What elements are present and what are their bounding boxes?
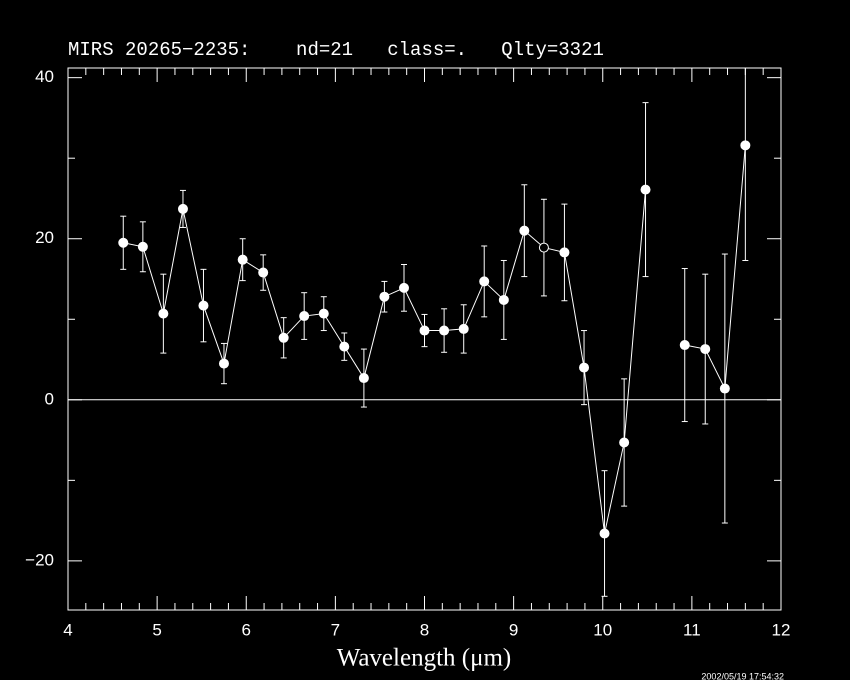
data-point	[439, 325, 450, 336]
data-point	[358, 373, 369, 384]
x-tick-label: 10	[593, 620, 612, 639]
y-tick-label: −20	[25, 550, 54, 569]
data-point	[339, 341, 350, 352]
data-point	[559, 247, 570, 258]
data-point	[299, 311, 310, 322]
x-tick-label: 4	[63, 620, 72, 639]
x-tick-label: 7	[331, 620, 340, 639]
data-point	[237, 254, 248, 265]
data-point	[158, 308, 169, 319]
data-point	[538, 242, 549, 253]
data-point	[619, 437, 630, 448]
data-point	[177, 203, 188, 214]
data-point	[479, 276, 490, 287]
data-point	[198, 300, 209, 311]
data-point	[599, 528, 610, 539]
x-axis-label: Wavelength (μm)	[337, 645, 512, 672]
plot-area	[118, 68, 751, 597]
data-point	[640, 184, 651, 195]
x-tick-label: 12	[772, 620, 791, 639]
data-point	[419, 325, 430, 336]
data-point	[379, 291, 390, 302]
x-tick-label: 9	[509, 620, 518, 639]
data-point	[218, 358, 229, 369]
data-point	[579, 362, 590, 373]
chart-title: MIRS 20265−2235: nd=21 class=. Qlty=3321	[68, 39, 604, 61]
data-point	[137, 241, 148, 252]
data-point	[700, 344, 711, 355]
data-point	[118, 237, 129, 248]
data-point	[679, 340, 690, 351]
timestamp: 2002/05/19 17:54:32	[701, 671, 784, 680]
data-point	[458, 323, 469, 334]
y-tick-label: 40	[35, 67, 54, 86]
data-point	[498, 294, 509, 305]
x-tick-label: 11	[683, 620, 701, 639]
data-point	[318, 308, 329, 319]
data-point	[740, 140, 751, 151]
data-point	[278, 332, 289, 343]
data-point	[719, 383, 730, 394]
data-line	[123, 145, 746, 534]
data-point	[519, 225, 530, 236]
data-point	[258, 267, 269, 278]
data-point	[399, 282, 410, 293]
y-tick-label: 0	[45, 389, 54, 408]
x-tick-label: 5	[152, 620, 161, 639]
x-tick-label: 8	[420, 620, 429, 639]
y-tick-label: 20	[35, 228, 54, 247]
x-tick-label: 6	[242, 620, 251, 639]
